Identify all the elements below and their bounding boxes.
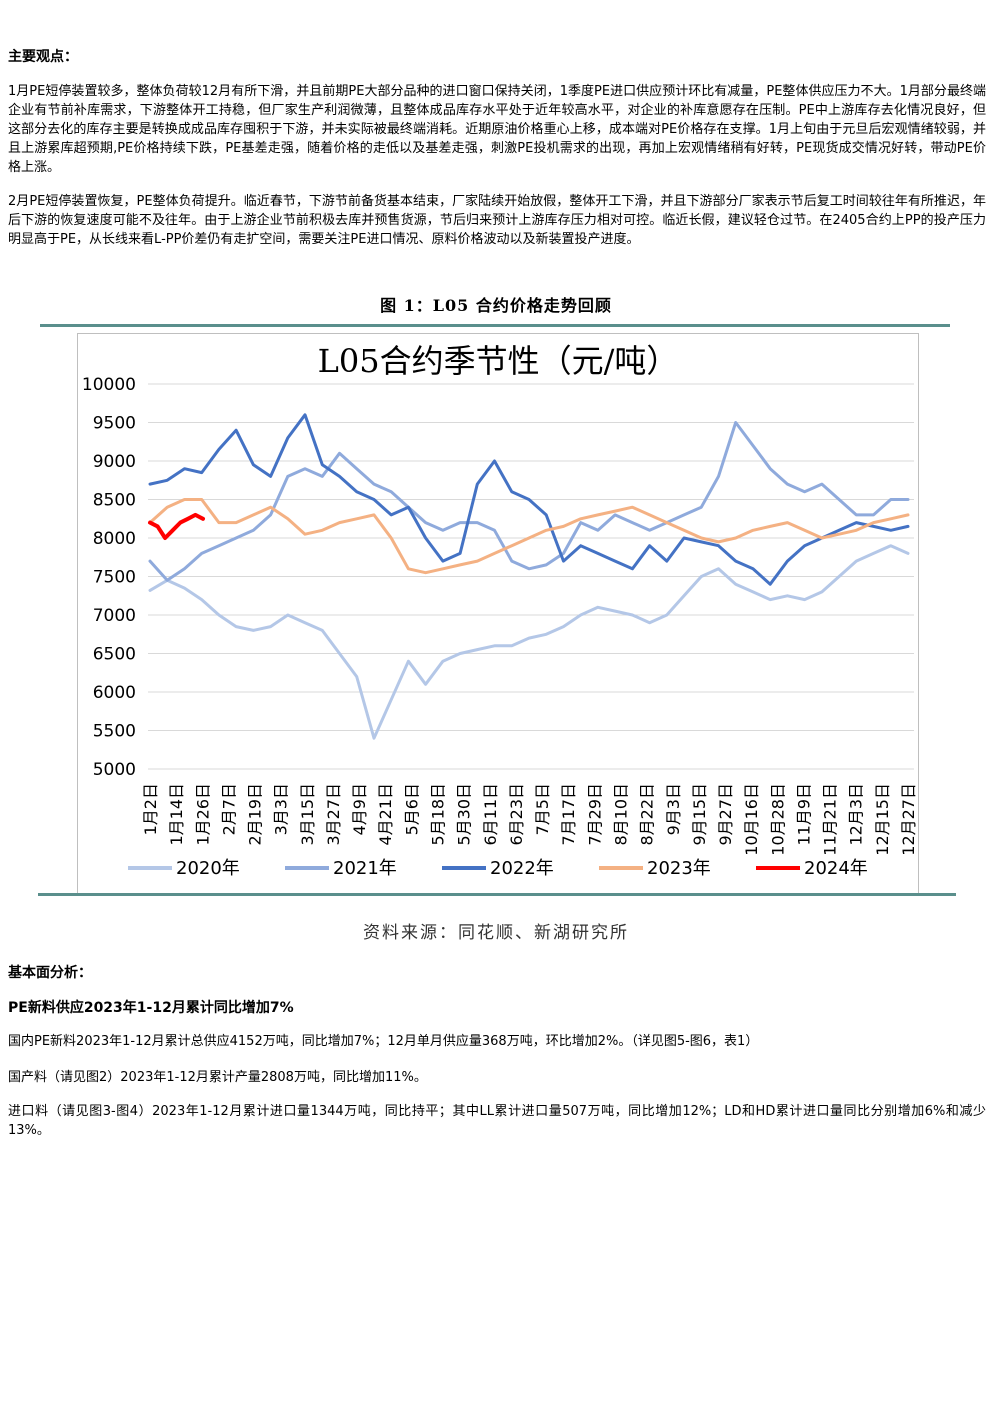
x-tick-label: 3月15日 (298, 783, 317, 846)
paragraph-january: 1月PE短停装置较多，整体负荷较12月有所下滑，并且前期PE大部分品种的进口窗口… (8, 84, 986, 175)
y-tick-label: 8500 (93, 491, 136, 511)
x-tick-label: 10月28日 (768, 783, 787, 856)
y-tick-label: 9000 (93, 452, 136, 472)
paragraph-supply-total: 国内PE新料2023年1-12月累计总供应4152万吨，同比增加7%；12月单月… (8, 1034, 759, 1049)
chart-title: L05合约季节性（元/吨） (318, 342, 679, 380)
x-tick-label: 9月3日 (664, 783, 683, 835)
series-line-1 (148, 544, 910, 740)
x-tick-label: 3月27日 (324, 783, 343, 846)
x-tick-label: 7月29日 (585, 783, 604, 846)
y-tick-label: 7500 (93, 568, 136, 588)
x-tick-label: 11月21日 (821, 783, 840, 856)
x-tick-label: 8月22日 (638, 783, 657, 846)
x-tick-label: 12月3日 (847, 783, 866, 846)
figure-top-rule (40, 324, 950, 327)
x-axis-ticks: 1月2日 1月14日 1月26日 2月7日 2月19日 3月3日 3月15日 3月27日 4月9… (141, 783, 918, 856)
legend-label: 2023年 (647, 858, 711, 879)
x-tick-label: 3月3日 (272, 783, 291, 835)
x-tick-label: 4月21日 (376, 783, 395, 846)
y-tick-label: 5000 (93, 760, 136, 780)
seasonality-chart: 10000 9500 9000 8500 8000 7500 7000 6500 6000 550… (82, 342, 918, 879)
y-tick-label: 8000 (93, 529, 136, 549)
legend-label: 2024年 (804, 858, 868, 879)
heading-supply: PE新料供应2023年1-12月累计同比增加7% (8, 1000, 294, 1016)
x-tick-label: 5月18日 (429, 783, 448, 846)
y-tick-label: 6000 (93, 683, 136, 703)
figure-title: 图 1：L05 合约价格走势回顾 (380, 296, 612, 315)
x-tick-label: 9月15日 (690, 783, 709, 846)
paragraph-imports: 进口料（请见图3-图4）2023年1-12月累计进口量1344万吨，同比持平；其… (8, 1104, 986, 1138)
chart-legend: 2020年 2021年 2022年 2023年 2024年 (128, 858, 868, 879)
x-tick-label: 6月11日 (481, 783, 500, 846)
heading-main-views: 主要观点： (8, 49, 78, 65)
x-tick-label: 1月14日 (167, 783, 186, 846)
y-tick-label: 5500 (93, 722, 136, 742)
paragraph-domestic: 国产料（请见图2）2023年1-12月累计产量2808万吨，同比增加11%。 (8, 1070, 427, 1085)
x-tick-label: 2月7日 (219, 783, 238, 835)
x-tick-label: 5月30日 (455, 783, 474, 846)
x-tick-label: 7月5日 (533, 783, 552, 835)
y-tick-label: 7000 (93, 606, 136, 626)
y-tick-label: 10000 (82, 375, 136, 395)
x-tick-label: 12月27日 (899, 783, 918, 856)
paragraph-february: 2月PE短停装置恢复，PE整体负荷提升。临近春节，下游节前备货基本结束，厂家陆续… (8, 194, 986, 247)
x-tick-label: 5月6日 (402, 783, 421, 835)
series-line-2 (148, 421, 910, 582)
x-tick-label: 11月9日 (794, 783, 813, 846)
heading-fundamental: 基本面分析： (8, 965, 92, 981)
x-tick-label: 8月10日 (611, 783, 630, 846)
legend-label: 2020年 (176, 858, 240, 879)
x-tick-label: 4月9日 (350, 783, 369, 835)
x-tick-label: 6月23日 (507, 783, 526, 846)
chart-series (148, 413, 910, 740)
y-axis-ticks: 10000 9500 9000 8500 8000 7500 7000 6500 6000 550… (82, 375, 136, 780)
x-tick-label: 9月27日 (716, 783, 735, 846)
legend-label: 2021年 (333, 858, 397, 879)
x-tick-label: 2月19日 (246, 783, 265, 846)
y-tick-label: 6500 (93, 645, 136, 665)
x-tick-label: 1月2日 (141, 783, 160, 835)
x-tick-label: 1月26日 (193, 783, 212, 846)
chart-container: 10000 9500 9000 8500 8000 7500 7000 6500 6000 550… (77, 333, 919, 895)
series-line-5 (148, 512, 205, 540)
series-line-4 (148, 498, 910, 575)
figure-source: 资料来源：同花顺、新湖研究所 (363, 923, 629, 943)
x-tick-label: 10月16日 (742, 783, 761, 856)
series-line-3 (148, 413, 910, 586)
x-tick-label: 12月15日 (873, 783, 892, 856)
y-tick-label: 9500 (93, 414, 136, 434)
legend-label: 2022年 (490, 858, 554, 879)
chart-grid (148, 383, 914, 770)
figure-bottom-rule (38, 893, 956, 896)
x-tick-label: 7月17日 (559, 783, 578, 846)
